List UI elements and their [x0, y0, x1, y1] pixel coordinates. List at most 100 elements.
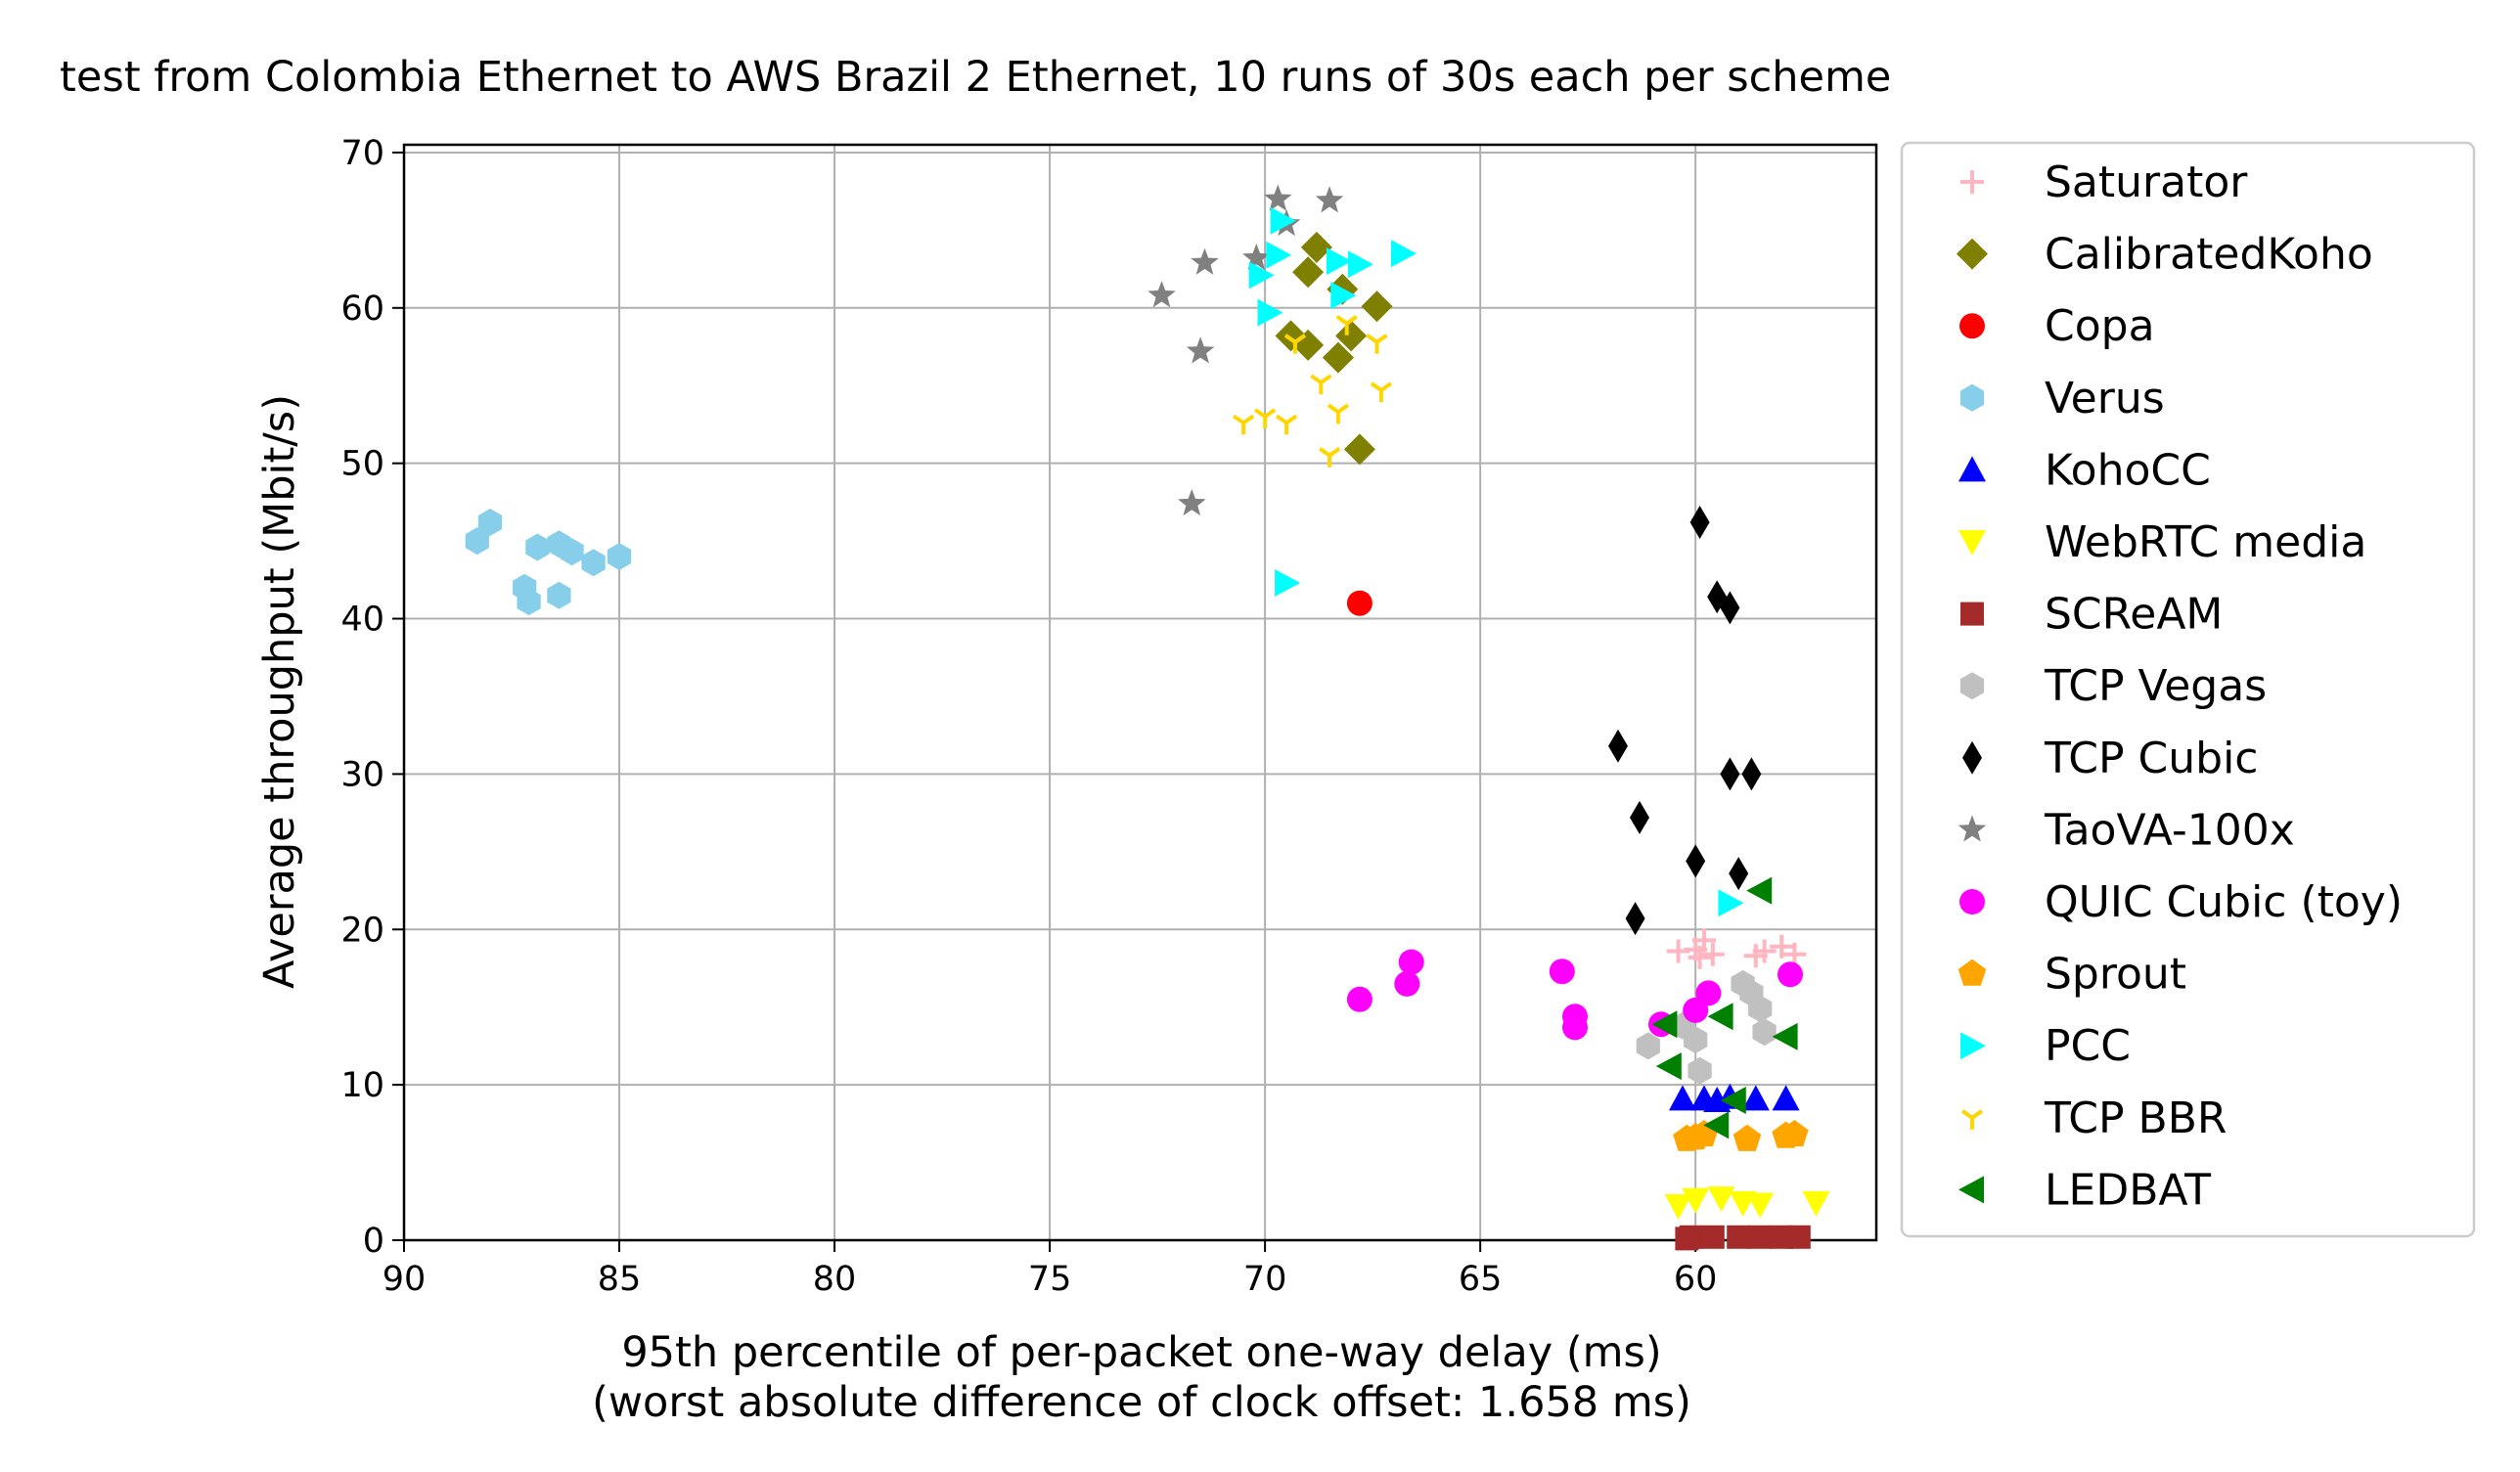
legend-label-verus: Verus — [2045, 374, 2165, 424]
legend-label-saturator: Saturator — [2045, 157, 2248, 207]
legend-marker-kohocc — [1958, 456, 1986, 482]
point-pcc — [1257, 298, 1283, 327]
legend-marker-sprout — [1958, 959, 1987, 986]
point-kohocc — [1669, 1085, 1696, 1111]
y-tick-label: 10 — [340, 1066, 384, 1105]
point-taova-100x — [1148, 281, 1176, 308]
point-tcp-bbr — [1335, 315, 1358, 335]
point-pcc — [1275, 569, 1301, 597]
legend-label-sprout: Sprout — [2045, 950, 2186, 1000]
legend-label-taova-100x: TaoVA-100x — [2044, 805, 2295, 855]
point-webrtc-media — [1664, 1194, 1692, 1220]
point-ledbat — [1707, 1003, 1733, 1031]
point-quic-cubic-toy — [1562, 1014, 1588, 1041]
y-tick-label: 60 — [340, 290, 384, 329]
legend-label-tcp-bbr: TCP BBR — [2044, 1093, 2227, 1143]
point-sprout — [1732, 1124, 1762, 1151]
y-tick-label: 70 — [340, 134, 384, 173]
point-verus — [477, 509, 503, 536]
point-quic-cubic-toy — [1549, 959, 1575, 985]
point-tcp-cubic — [1741, 757, 1762, 791]
point-scream — [1700, 1225, 1725, 1249]
point-scream — [1748, 1225, 1773, 1249]
legend-marker-taova-100x — [1958, 815, 1987, 842]
point-tcp-bbr — [1232, 414, 1255, 435]
point-verus — [581, 549, 606, 577]
legend-marker-pcc — [1960, 1032, 1986, 1060]
x-axis: 90 85 80 75 70 65 60 — [382, 1240, 1717, 1299]
legend-marker-tcp-vegas — [1959, 672, 1985, 700]
point-taova-100x — [1242, 244, 1271, 271]
point-calibratedkoho — [1322, 341, 1354, 374]
legend-marker-tcp-bbr — [1960, 1109, 1984, 1130]
point-saturator — [1692, 928, 1716, 953]
point-pcc — [1270, 206, 1296, 235]
legend-marker-calibratedkoho — [1957, 238, 1988, 270]
point-quic-cubic-toy — [1778, 961, 1803, 988]
point-calibratedkoho — [1335, 320, 1368, 352]
point-ledbat — [1746, 876, 1773, 905]
point-webrtc-media — [1802, 1190, 1830, 1217]
point-ledbat — [1703, 1111, 1730, 1139]
point-pcc — [1326, 247, 1352, 276]
point-verus — [517, 588, 541, 616]
y-axis-label: Average throughput (Mbit/s) — [255, 394, 304, 989]
y-tick-label: 50 — [340, 445, 384, 484]
point-tcp-bbr — [1318, 447, 1341, 468]
point-tcp-bbr — [1327, 403, 1350, 424]
legend-label-webrtc-media: WebRTC media — [2045, 517, 2366, 567]
point-tcp-cubic — [1625, 902, 1645, 936]
x-tick-label: 65 — [1459, 1260, 1503, 1299]
point-taova-100x — [1186, 336, 1215, 364]
point-webrtc-media — [1707, 1186, 1735, 1213]
point-tcp-bbr — [1283, 334, 1307, 354]
point-webrtc-media — [1746, 1192, 1775, 1219]
point-taova-100x — [1315, 186, 1344, 213]
legend-marker-scream — [1960, 602, 1984, 626]
x-tick-label: 85 — [598, 1260, 642, 1299]
point-tcp-cubic — [1630, 800, 1649, 834]
x-tick-label: 75 — [1028, 1260, 1072, 1299]
point-sprout — [1780, 1120, 1809, 1147]
legend-label-tcp-cubic: TCP Cubic — [2044, 734, 2259, 783]
point-ledbat — [1772, 1022, 1798, 1050]
point-scream — [1786, 1225, 1811, 1249]
point-calibratedkoho — [1361, 290, 1393, 323]
point-saturator — [1770, 934, 1794, 959]
legend-label-ledbat: LEDBAT — [2045, 1165, 2211, 1215]
point-tcp-bbr — [1370, 381, 1393, 402]
point-calibratedkoho — [1343, 433, 1375, 466]
data-points — [465, 184, 1830, 1251]
point-saturator — [1743, 944, 1768, 968]
point-taova-100x — [1191, 247, 1219, 275]
point-quic-cubic-toy — [1394, 970, 1420, 997]
point-tcp-cubic — [1608, 729, 1628, 763]
point-tcp-bbr — [1366, 334, 1388, 354]
point-quic-cubic-toy — [1346, 986, 1372, 1012]
point-verus — [525, 533, 550, 561]
legend-label-quic-cubic-toy: QUIC Cubic (toy) — [2045, 877, 2403, 927]
legend-marker-tcp-cubic — [1962, 740, 1982, 775]
legend-box — [1900, 141, 2476, 1238]
legend-marker-ledbat — [1958, 1176, 1984, 1204]
legend-marker-verus — [1959, 383, 1985, 412]
point-tcp-cubic — [1689, 506, 1710, 539]
x-axis-label: 95th percentile of per-packet one-way de… — [621, 1328, 1661, 1377]
point-quic-cubic-toy — [1398, 949, 1424, 975]
point-saturator — [1782, 942, 1807, 966]
point-verus — [547, 581, 571, 609]
legend-label-copa: Copa — [2045, 301, 2155, 351]
point-tcp-cubic — [1720, 757, 1740, 791]
legend-marker-quic-cubic-toy — [1959, 889, 1985, 914]
point-pcc — [1330, 282, 1357, 310]
point-scream — [1727, 1225, 1751, 1249]
point-pcc — [1390, 240, 1417, 268]
point-verus — [607, 543, 632, 570]
point-tcp-bbr — [1253, 408, 1277, 428]
y-tick-label: 20 — [340, 911, 384, 950]
point-taova-100x — [1178, 489, 1206, 516]
x-axis-label-secondary: (worst absolute difference of clock offs… — [592, 1378, 1691, 1427]
point-ledbat — [1655, 1052, 1682, 1081]
point-kohocc — [1703, 1087, 1732, 1112]
legend-marker-copa — [1959, 313, 1985, 339]
